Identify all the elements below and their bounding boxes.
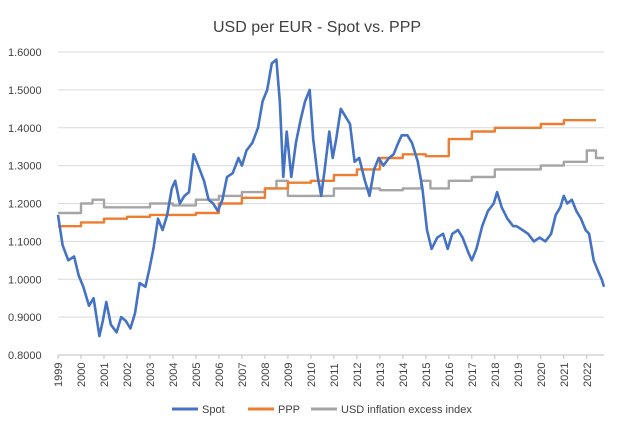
x-tick-label: 2013	[375, 363, 387, 387]
x-tick-label: 2009	[283, 363, 295, 387]
x-tick-label: 2014	[398, 363, 410, 387]
x-tick-label: 2015	[421, 363, 433, 387]
x-tick-label: 2017	[467, 363, 479, 387]
chart-title: USD per EUR - Spot vs. PPP	[213, 19, 421, 36]
x-tick-label: 2003	[145, 363, 157, 387]
x-tick-label: 2007	[237, 363, 249, 387]
x-tick-label: 2000	[76, 363, 88, 387]
x-tick-label: 2012	[352, 363, 364, 387]
x-tick-label: 1999	[53, 363, 65, 387]
x-tick-label: 2004	[168, 363, 180, 387]
y-tick-label: 1.3000	[8, 161, 42, 173]
x-tick-label: 2011	[329, 363, 341, 387]
x-tick-label: 2005	[191, 363, 203, 387]
x-tick-label: 2019	[513, 363, 525, 387]
legend: Spot PPP USD inflation excess index	[172, 404, 472, 416]
series-line-usd-inflation-excess-index	[58, 149, 604, 215]
x-tick-label: 2016	[444, 363, 456, 387]
y-tick-label: 1.6000	[8, 47, 42, 59]
legend-label: Spot	[202, 404, 225, 416]
x-tick-label: 2010	[306, 363, 318, 387]
y-tick-label: 1.5000	[8, 85, 42, 97]
y-tick-label: 1.2000	[8, 199, 42, 211]
series-line-spot	[56, 58, 606, 338]
x-axis-ticks: 1999 2000 2001 2002 2003 2004 2005 2006 2007 2008…	[53, 355, 594, 387]
y-tick-label: 0.8000	[8, 350, 42, 362]
gridlines	[58, 51, 604, 356]
legend-label: PPP	[278, 404, 300, 416]
x-tick-label: 2022	[582, 363, 594, 387]
x-tick-label: 2006	[214, 363, 226, 387]
x-tick-label: 2020	[536, 363, 548, 387]
x-tick-label: 2008	[260, 363, 272, 387]
y-axis-ticks: 0.8000 0.9000 1.0000 1.1000 1.2000 1.3000 1.40…	[8, 47, 42, 362]
legend-label: USD inflation excess index	[341, 404, 472, 416]
y-tick-label: 0.9000	[8, 312, 42, 324]
x-tick-label: 2001	[99, 363, 111, 387]
x-tick-label: 2002	[122, 363, 134, 387]
x-tick-label: 2018	[490, 363, 502, 387]
x-tick-label: 2021	[559, 363, 571, 387]
y-tick-label: 1.1000	[8, 236, 42, 248]
y-tick-label: 1.0000	[8, 274, 42, 286]
y-tick-label: 1.4000	[8, 123, 42, 135]
series-lines	[56, 58, 606, 338]
series-line-ppp	[58, 118, 596, 228]
